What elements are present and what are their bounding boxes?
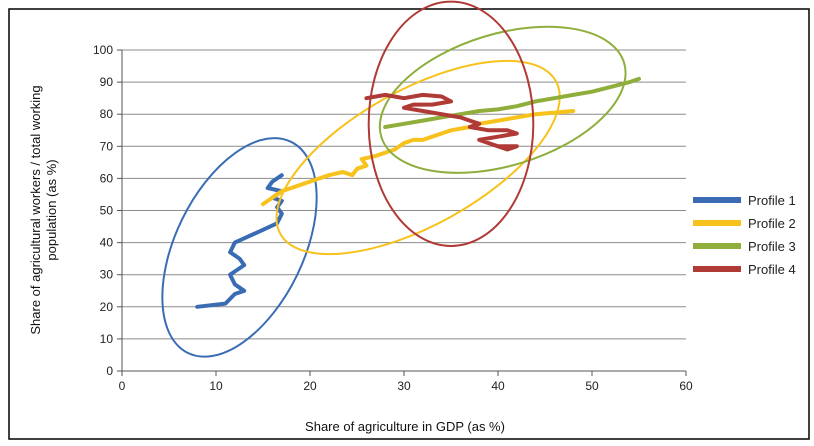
x-tick-label-40: 40	[491, 379, 505, 393]
legend: Profile 1 Profile 2 Profile 3 Profile 4	[693, 193, 796, 277]
series-profile-3	[378, 25, 641, 174]
x-tick-label-10: 10	[209, 379, 223, 393]
data-series	[161, 0, 641, 358]
y-tick-label-0: 0	[106, 364, 113, 378]
y-tick-label-20: 20	[100, 300, 114, 314]
y-tick-label-60: 60	[100, 171, 114, 185]
x-tick-labels: 0 10 20 30 40 50 60	[119, 379, 693, 393]
legend-label-profile-2: Profile 2	[748, 216, 796, 231]
y-tick-label-50: 50	[100, 204, 114, 218]
y-tick-label-40: 40	[100, 236, 114, 250]
ellipse-profile-2	[275, 59, 561, 256]
x-tick-label-60: 60	[679, 379, 693, 393]
axes	[117, 49, 687, 376]
y-axis-title-line2: population (as %)	[44, 159, 59, 260]
series-line-profile-3	[383, 76, 641, 129]
chart-border	[8, 8, 810, 440]
ellipse-profile-1	[161, 137, 318, 358]
y-tick-label-80: 80	[100, 107, 114, 121]
x-tick-label-20: 20	[303, 379, 317, 393]
series-profile-4	[364, 0, 535, 247]
y-tick-label-10: 10	[100, 332, 114, 346]
x-tick-label-30: 30	[397, 379, 411, 393]
y-tick-label-90: 90	[100, 75, 114, 89]
y-tick-label-70: 70	[100, 139, 114, 153]
y-axis-title: Share of agricultural workers / total wo…	[28, 85, 59, 334]
legend-label-profile-3: Profile 3	[748, 239, 796, 254]
ellipse-profile-3	[378, 25, 627, 174]
ellipse-profile-4	[367, 0, 535, 247]
series-line-profile-4	[364, 92, 519, 152]
y-tick-label-100: 100	[93, 43, 113, 57]
legend-label-profile-1: Profile 1	[748, 193, 796, 208]
y-tick-label-30: 30	[100, 268, 114, 282]
y-axis-title-line1: Share of agricultural workers / total wo…	[28, 85, 43, 334]
x-axis-title: Share of agriculture in GDP (as %)	[305, 419, 505, 434]
x-tick-label-0: 0	[119, 379, 126, 393]
x-tick-label-50: 50	[585, 379, 599, 393]
y-tick-labels: 0 10 20 30 40 50 60 70 80 90 100	[93, 43, 113, 378]
legend-label-profile-4: Profile 4	[748, 262, 796, 277]
